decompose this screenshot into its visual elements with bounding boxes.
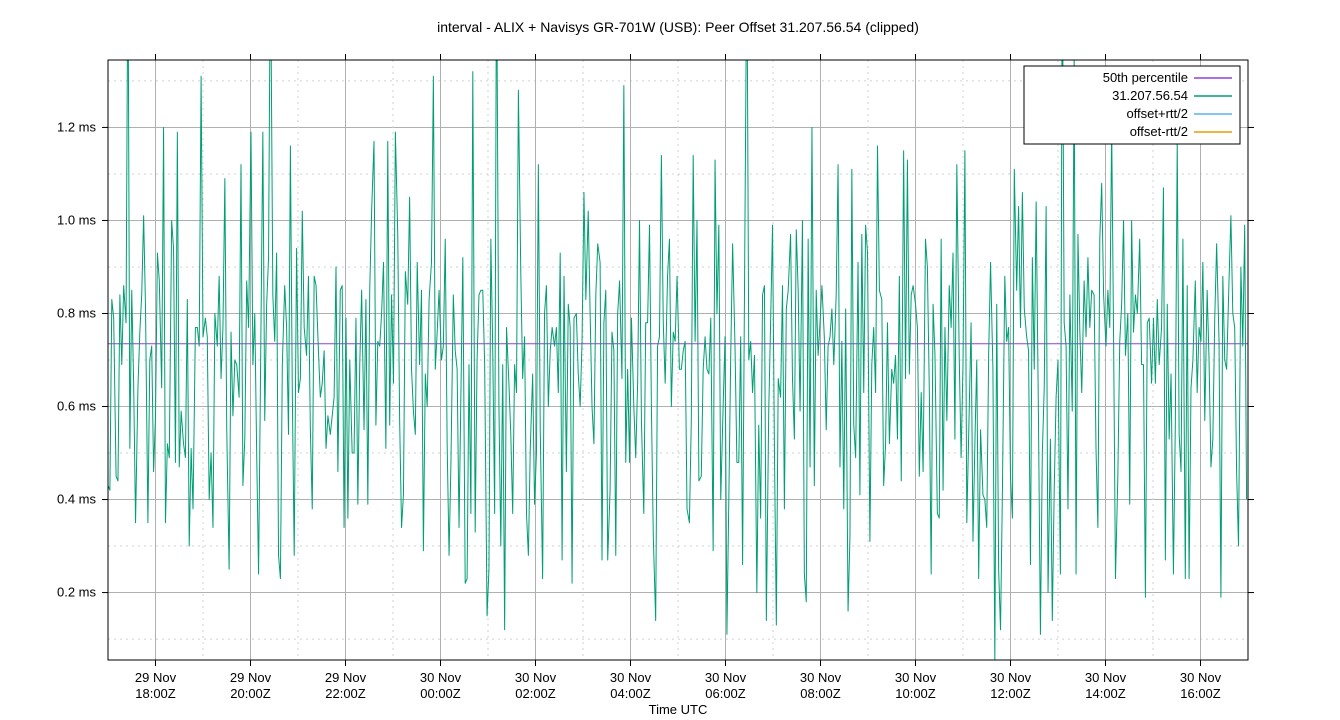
svg-text:29 Nov: 29 Nov <box>135 670 177 685</box>
svg-text:30 Nov: 30 Nov <box>515 670 557 685</box>
svg-text:0.2 ms: 0.2 ms <box>57 585 97 600</box>
svg-text:30 Nov: 30 Nov <box>610 670 652 685</box>
svg-text:30 Nov: 30 Nov <box>705 670 747 685</box>
svg-text:10:00Z: 10:00Z <box>895 686 936 701</box>
svg-text:1.0 ms: 1.0 ms <box>57 212 97 227</box>
x-axis-label: Time UTC <box>649 702 708 717</box>
svg-text:06:00Z: 06:00Z <box>705 686 746 701</box>
svg-text:0.4 ms: 0.4 ms <box>57 492 97 507</box>
svg-text:02:00Z: 02:00Z <box>515 686 556 701</box>
svg-text:29 Nov: 29 Nov <box>325 670 367 685</box>
offset-chart: 0.2 ms 0.4 ms 0.6 ms 0.8 ms 1.0 ms 1.2 ms 29 N… <box>0 0 1340 720</box>
svg-text:14:00Z: 14:00Z <box>1085 686 1126 701</box>
svg-text:30 Nov: 30 Nov <box>1085 670 1127 685</box>
svg-text:08:00Z: 08:00Z <box>800 686 841 701</box>
svg-text:30 Nov: 30 Nov <box>1180 670 1222 685</box>
svg-text:0.8 ms: 0.8 ms <box>57 305 97 320</box>
svg-text:30 Nov: 30 Nov <box>800 670 842 685</box>
svg-text:18:00Z: 18:00Z <box>135 686 176 701</box>
svg-text:16:00Z: 16:00Z <box>1180 686 1221 701</box>
svg-text:0.6 ms: 0.6 ms <box>57 399 97 414</box>
chart-title: interval - ALIX + Navisys GR-701W (USB):… <box>437 19 919 35</box>
svg-text:00:00Z: 00:00Z <box>420 686 461 701</box>
svg-text:1.2 ms: 1.2 ms <box>57 119 97 134</box>
svg-text:30 Nov: 30 Nov <box>990 670 1032 685</box>
legend-item-label: 50th percentile <box>1103 70 1188 85</box>
legend-item-label: offset-rtt/2 <box>1130 124 1188 139</box>
svg-text:12:00Z: 12:00Z <box>990 686 1031 701</box>
svg-text:30 Nov: 30 Nov <box>420 670 462 685</box>
legend-item-label: offset+rtt/2 <box>1126 106 1188 121</box>
svg-text:30 Nov: 30 Nov <box>895 670 937 685</box>
svg-text:04:00Z: 04:00Z <box>610 686 651 701</box>
svg-text:20:00Z: 20:00Z <box>230 686 271 701</box>
svg-text:22:00Z: 22:00Z <box>325 686 366 701</box>
legend-item-label: 31.207.56.54 <box>1112 88 1188 103</box>
svg-text:29 Nov: 29 Nov <box>230 670 272 685</box>
